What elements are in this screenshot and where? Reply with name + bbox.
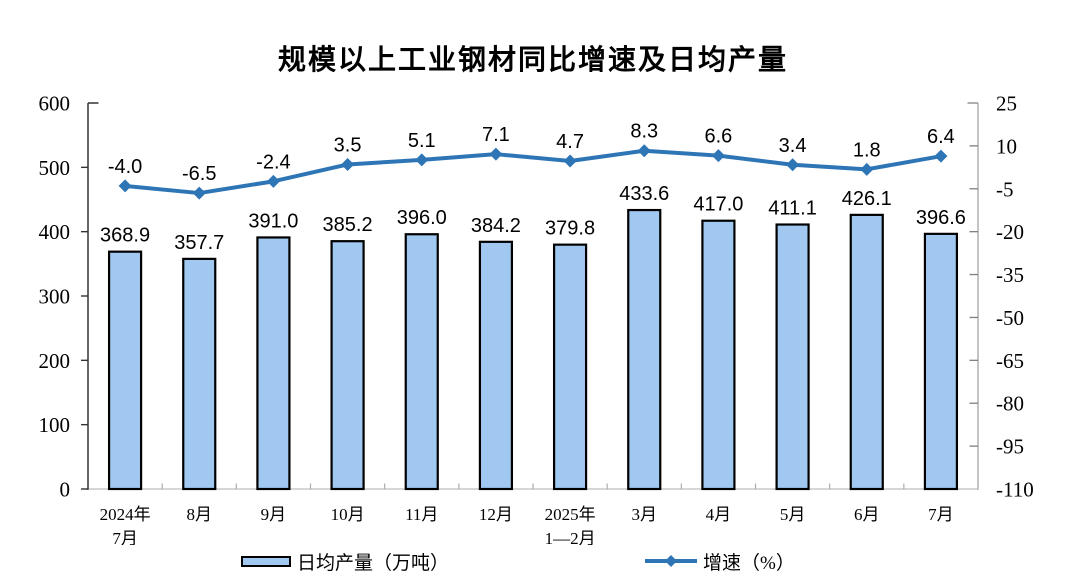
left-axis-tick-label: 0 xyxy=(60,478,71,502)
line-marker-diamond-icon xyxy=(192,186,206,200)
x-axis-label: 6月 xyxy=(854,505,880,524)
right-axis-tick-label: -95 xyxy=(996,435,1024,459)
line-value-label: 3.4 xyxy=(779,135,807,157)
x-axis-label: 7月 xyxy=(928,505,954,524)
bar xyxy=(552,243,588,491)
line-marker-diamond-icon xyxy=(266,174,280,188)
left-axis-tick-label: 400 xyxy=(39,220,71,244)
bar-value-label: 426.1 xyxy=(842,188,892,210)
line-value-label: 5.1 xyxy=(408,130,436,152)
x-axis-label: 3月 xyxy=(632,505,658,524)
bar-value-label: 411.1 xyxy=(768,198,817,220)
bar-value-label: 368.9 xyxy=(100,225,150,247)
bar xyxy=(330,240,365,491)
bar xyxy=(404,233,439,491)
line-value-label: 4.7 xyxy=(556,131,584,153)
line-value-label: -4.0 xyxy=(108,156,142,178)
bar xyxy=(107,250,143,491)
bar-value-label: 379.8 xyxy=(545,218,595,240)
line-legend-swatch xyxy=(645,555,697,567)
legend-item-growth-rate: 增速（%） xyxy=(645,551,795,574)
line-marker-diamond-icon xyxy=(415,153,429,167)
bar-value-label: 391.0 xyxy=(248,210,298,232)
line-marker-diamond-icon xyxy=(563,154,577,168)
bar-value-label: 385.2 xyxy=(323,214,373,236)
left-axis-tick-label: 500 xyxy=(39,156,71,180)
left-axis-tick-label: 600 xyxy=(39,92,71,116)
bar xyxy=(256,236,291,491)
chart-title: 规模以上工业钢材同比增速及日均产量 xyxy=(277,44,788,75)
right-axis-tick-label: -35 xyxy=(996,263,1024,287)
right-axis-tick-label: -5 xyxy=(996,177,1014,201)
right-axis-tick-label: -110 xyxy=(996,478,1034,502)
right-axis-tick-label: -65 xyxy=(996,349,1024,373)
left-axis-tick-label: 300 xyxy=(39,285,71,309)
line-marker-diamond-icon xyxy=(489,147,503,161)
x-axis-label: 9月 xyxy=(261,505,287,524)
bar-value-label: 396.0 xyxy=(397,207,447,229)
right-axis-tick-label: 10 xyxy=(996,134,1017,158)
right-axis-tick-label: -80 xyxy=(996,392,1024,416)
bar-value-label: 396.6 xyxy=(916,207,966,229)
legend-item-daily-output: 日均产量（万吨） xyxy=(241,551,449,574)
x-axis-label: 11月 xyxy=(405,505,438,524)
bar-value-label: 417.0 xyxy=(693,194,743,216)
right-axis-tick-label: -20 xyxy=(996,220,1024,244)
bar-legend-label: 日均产量（万吨） xyxy=(297,552,450,574)
x-axis-label: 2024年 7月 xyxy=(100,505,151,545)
bar xyxy=(849,213,884,491)
bar xyxy=(627,208,662,491)
bar xyxy=(182,257,217,491)
x-axis-label: 8月 xyxy=(187,505,213,524)
bar xyxy=(478,240,514,491)
line-value-label: -2.4 xyxy=(256,151,290,173)
line-marker-diamond-icon xyxy=(934,149,948,163)
line-value-label: 6.4 xyxy=(927,126,955,148)
line-marker-diamond-icon xyxy=(118,179,132,193)
line-value-label: 7.1 xyxy=(482,124,510,146)
line-marker-diamond-icon xyxy=(341,157,355,171)
line-legend-label: 增速（%） xyxy=(703,552,795,574)
line-value-label: 3.5 xyxy=(334,134,362,156)
x-axis-label: 2025年 1—2月 xyxy=(545,505,596,545)
x-axis-label: 5月 xyxy=(780,505,806,524)
bar xyxy=(701,219,736,491)
line-marker-diamond-icon xyxy=(637,144,651,158)
x-axis-label: 10月 xyxy=(331,505,365,524)
bar xyxy=(775,223,810,491)
x-axis-label: 4月 xyxy=(706,505,732,524)
chart-plot-area: 600 500 400 300 200 100 0 25 10 -5 -20 -35 -50 -65 -80… xyxy=(39,92,1034,546)
left-axis-tick-label: 100 xyxy=(39,413,71,437)
x-axis-label: 12月 xyxy=(479,505,513,524)
line-value-label: -6.5 xyxy=(182,163,216,185)
line-marker-diamond-icon xyxy=(786,158,800,172)
bar xyxy=(923,232,959,491)
line-value-label: 8.3 xyxy=(630,121,658,143)
bar-value-label: 433.6 xyxy=(619,183,669,205)
right-axis-tick-label: 25 xyxy=(996,92,1017,116)
line-value-label: 1.8 xyxy=(853,139,881,161)
diamond-marker-icon xyxy=(665,555,677,567)
right-axis-tick-label: -50 xyxy=(996,306,1024,330)
growth-line xyxy=(123,148,943,196)
line-value-label: 6.6 xyxy=(705,126,733,148)
left-axis-tick-label: 200 xyxy=(39,349,71,373)
bar-legend-swatch xyxy=(241,555,291,567)
bar-value-label: 384.2 xyxy=(471,215,521,237)
line-marker-diamond-icon xyxy=(711,149,725,163)
bar-value-label: 357.7 xyxy=(174,232,224,254)
line-marker-diamond-icon xyxy=(860,162,874,176)
